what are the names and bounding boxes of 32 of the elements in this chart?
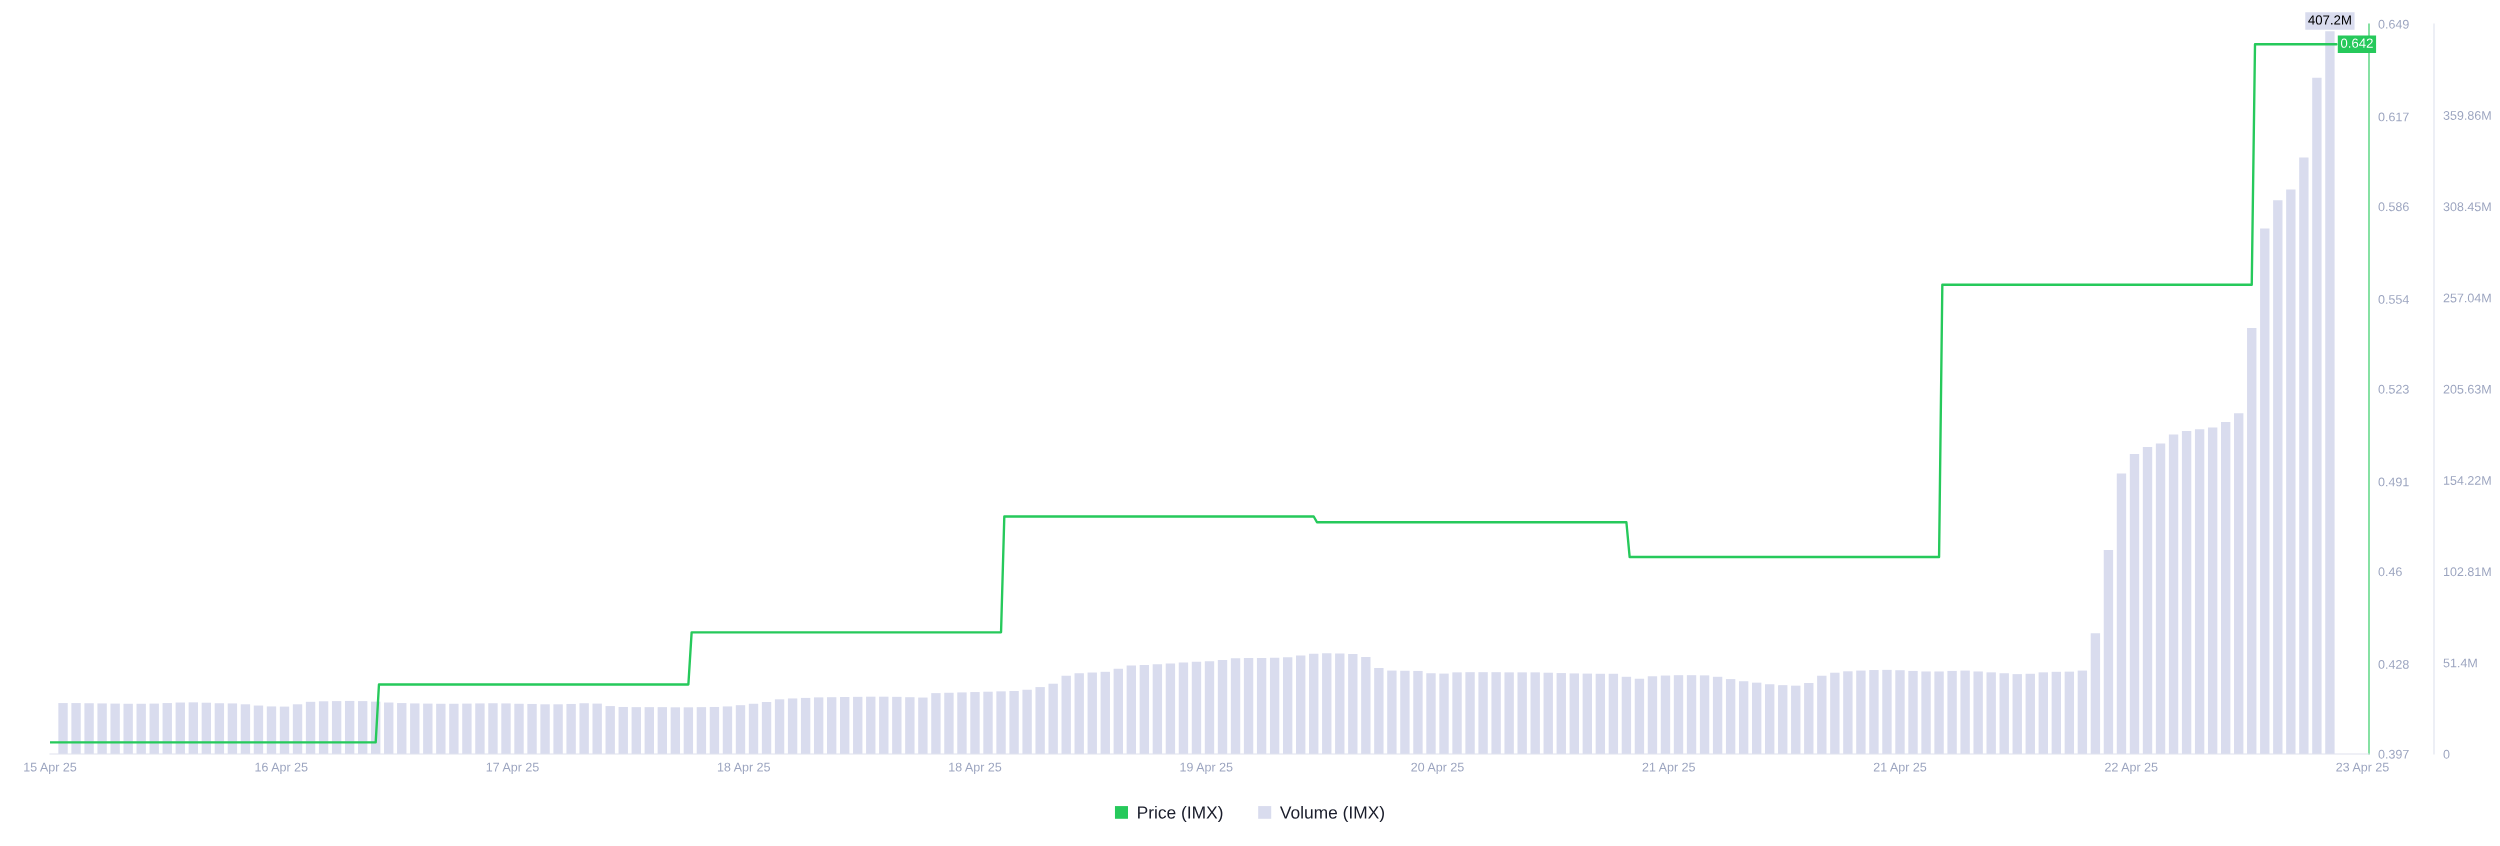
x-tick-label: 22 Apr 25 [2105,762,2158,774]
y2-tick-label: 51.4M [2443,658,2477,668]
data-label: 0.642 [2340,38,2373,48]
x-tick-label: 18 Apr 25 [949,762,1002,774]
x-tick-label: 17 Apr 25 [486,762,539,774]
y2-tick-label: 205.63M [2443,384,2491,394]
data-label: 407.2M [2308,15,2351,25]
y-tick-label: 0.649 [2378,19,2409,29]
x-tick-label: 20 Apr 25 [1411,762,1464,774]
y-tick-label: 0.586 [2378,202,2409,212]
y2-tick-label: 359.86M [2443,111,2491,120]
legend-label: Volume (IMX) [1279,805,1384,823]
y2-tick-label: 308.45M [2443,202,2491,212]
y-tick-label: 0.46 [2378,567,2402,577]
y2-tick-label: 0 [2443,749,2450,759]
y-tick-label: 0.491 [2378,477,2409,487]
y2-tick-label: 102.81M [2443,567,2491,577]
y-tick-label: 0.428 [2378,660,2409,669]
y-tick-label: 0.397 [2378,749,2409,759]
y-tick-label: 0.554 [2378,295,2409,304]
x-tick-label: 15 Apr 25 [24,762,77,774]
legend-label: Price (IMX) [1138,805,1223,823]
y2-tick-label: 257.04M [2443,293,2491,303]
x-tick-label: 19 Apr 25 [1180,762,1233,774]
y-tick-label: 0.617 [2378,112,2409,122]
y2-tick-label: 154.22M [2443,476,2491,485]
x-tick-label: 16 Apr 25 [255,762,308,774]
x-tick-label: 23 Apr 25 [2336,762,2389,774]
x-tick-label: 18 Apr 25 [717,762,770,774]
x-tick-label: 21 Apr 25 [1642,762,1695,774]
x-tick-label: 21 Apr 25 [1873,762,1927,774]
y-tick-label: 0.523 [2378,384,2409,394]
